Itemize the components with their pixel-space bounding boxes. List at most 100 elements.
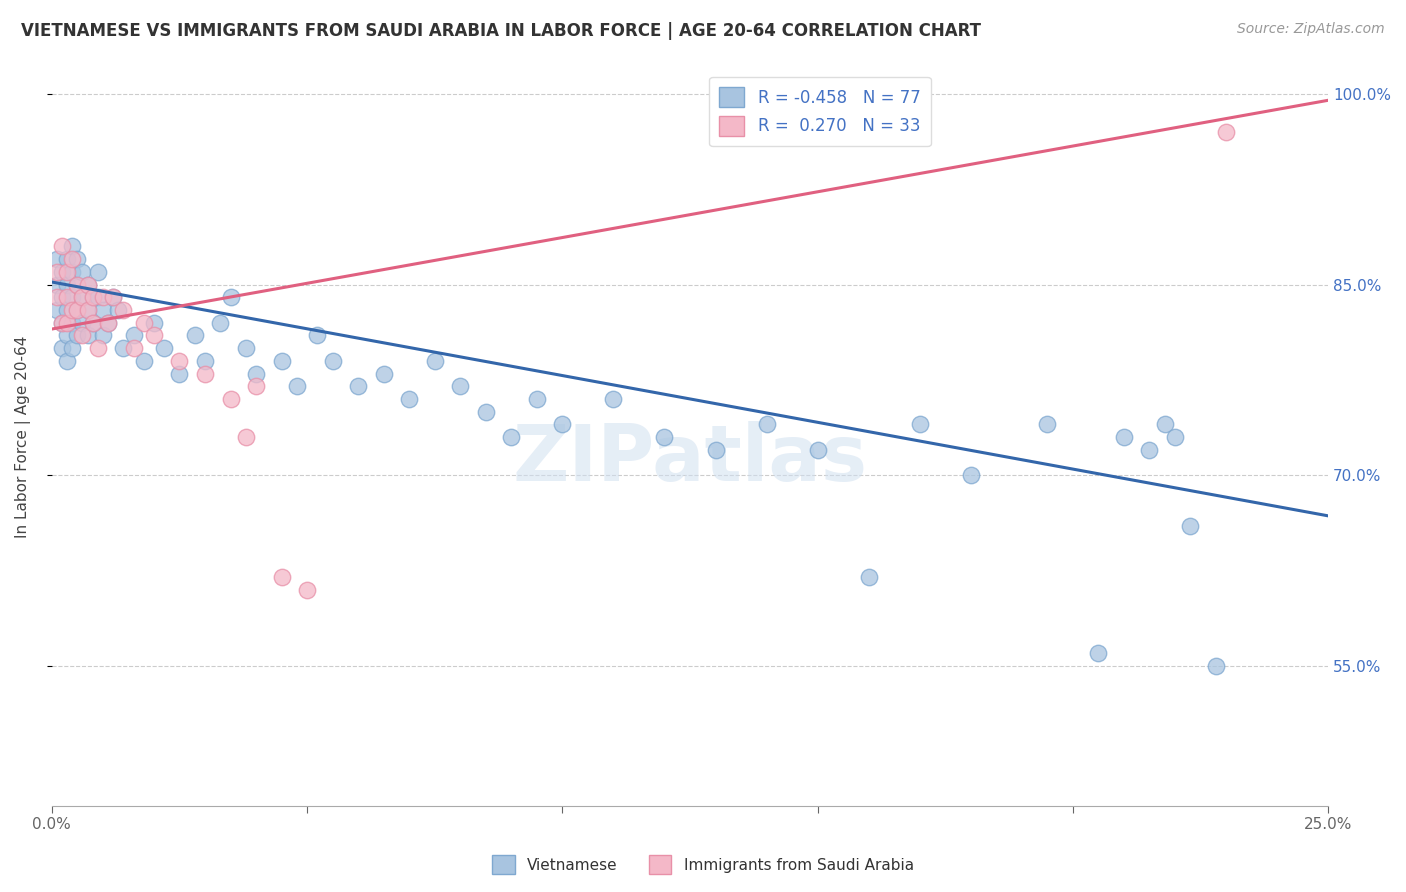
Point bbox=[755, 417, 778, 432]
Point bbox=[51, 341, 73, 355]
Point bbox=[270, 570, 292, 584]
Point bbox=[101, 290, 124, 304]
Point bbox=[184, 328, 207, 343]
Point bbox=[76, 277, 98, 292]
Point bbox=[501, 430, 523, 444]
Point bbox=[87, 341, 110, 355]
Text: ZIPatlas: ZIPatlas bbox=[512, 421, 868, 497]
Point bbox=[219, 392, 242, 406]
Point bbox=[91, 328, 114, 343]
Point bbox=[1036, 417, 1059, 432]
Point bbox=[45, 277, 67, 292]
Point bbox=[526, 392, 548, 406]
Point bbox=[704, 442, 727, 457]
Point bbox=[142, 328, 165, 343]
Point bbox=[56, 265, 79, 279]
Point bbox=[66, 303, 89, 318]
Point bbox=[76, 303, 98, 318]
Point bbox=[423, 353, 446, 368]
Point bbox=[654, 430, 676, 444]
Point bbox=[66, 303, 89, 318]
Point bbox=[219, 290, 242, 304]
Point bbox=[82, 316, 104, 330]
Point bbox=[66, 252, 89, 267]
Point bbox=[959, 468, 981, 483]
Point bbox=[398, 392, 420, 406]
Point bbox=[373, 367, 395, 381]
Point bbox=[153, 341, 176, 355]
Point bbox=[45, 303, 67, 318]
Text: Source: ZipAtlas.com: Source: ZipAtlas.com bbox=[1237, 22, 1385, 37]
Point bbox=[122, 341, 145, 355]
Point bbox=[56, 290, 79, 304]
Point bbox=[602, 392, 624, 406]
Point bbox=[66, 328, 89, 343]
Point bbox=[475, 404, 498, 418]
Point bbox=[245, 367, 267, 381]
Point bbox=[72, 290, 94, 304]
Point bbox=[51, 290, 73, 304]
Point bbox=[107, 303, 129, 318]
Point bbox=[270, 353, 292, 368]
Point bbox=[347, 379, 370, 393]
Point bbox=[1087, 646, 1109, 660]
Point bbox=[60, 290, 83, 304]
Point bbox=[97, 316, 120, 330]
Point bbox=[112, 303, 135, 318]
Point bbox=[45, 265, 67, 279]
Legend: R = -0.458   N = 77, R =  0.270   N = 33: R = -0.458 N = 77, R = 0.270 N = 33 bbox=[710, 77, 931, 146]
Point bbox=[235, 430, 257, 444]
Point bbox=[1164, 430, 1187, 444]
Point bbox=[112, 341, 135, 355]
Point bbox=[66, 277, 89, 292]
Point bbox=[1180, 519, 1202, 533]
Point bbox=[60, 316, 83, 330]
Point bbox=[122, 328, 145, 343]
Point bbox=[285, 379, 308, 393]
Point bbox=[76, 328, 98, 343]
Point bbox=[307, 328, 329, 343]
Point bbox=[72, 290, 94, 304]
Point bbox=[45, 290, 67, 304]
Point bbox=[1205, 658, 1227, 673]
Point bbox=[91, 303, 114, 318]
Point bbox=[72, 316, 94, 330]
Point bbox=[1215, 125, 1237, 139]
Point bbox=[72, 328, 94, 343]
Point bbox=[169, 367, 191, 381]
Point bbox=[132, 353, 155, 368]
Point bbox=[51, 239, 73, 253]
Point bbox=[449, 379, 471, 393]
Point bbox=[194, 367, 217, 381]
Point bbox=[56, 353, 79, 368]
Point bbox=[56, 328, 79, 343]
Legend: Vietnamese, Immigrants from Saudi Arabia: Vietnamese, Immigrants from Saudi Arabia bbox=[486, 849, 920, 880]
Point bbox=[322, 353, 344, 368]
Point bbox=[1153, 417, 1175, 432]
Text: VIETNAMESE VS IMMIGRANTS FROM SAUDI ARABIA IN LABOR FORCE | AGE 20-64 CORRELATIO: VIETNAMESE VS IMMIGRANTS FROM SAUDI ARAB… bbox=[21, 22, 981, 40]
Point bbox=[56, 252, 79, 267]
Y-axis label: In Labor Force | Age 20-64: In Labor Force | Age 20-64 bbox=[15, 336, 31, 538]
Point bbox=[45, 252, 67, 267]
Point bbox=[295, 582, 318, 597]
Point bbox=[51, 316, 73, 330]
Point bbox=[908, 417, 931, 432]
Point bbox=[82, 316, 104, 330]
Point bbox=[101, 290, 124, 304]
Point bbox=[51, 316, 73, 330]
Point bbox=[76, 277, 98, 292]
Point bbox=[194, 353, 217, 368]
Point bbox=[66, 277, 89, 292]
Point bbox=[60, 239, 83, 253]
Point bbox=[132, 316, 155, 330]
Point bbox=[72, 265, 94, 279]
Point bbox=[87, 265, 110, 279]
Point bbox=[82, 290, 104, 304]
Point bbox=[76, 303, 98, 318]
Point bbox=[87, 290, 110, 304]
Point bbox=[245, 379, 267, 393]
Point bbox=[60, 252, 83, 267]
Point bbox=[91, 290, 114, 304]
Point bbox=[235, 341, 257, 355]
Point bbox=[82, 290, 104, 304]
